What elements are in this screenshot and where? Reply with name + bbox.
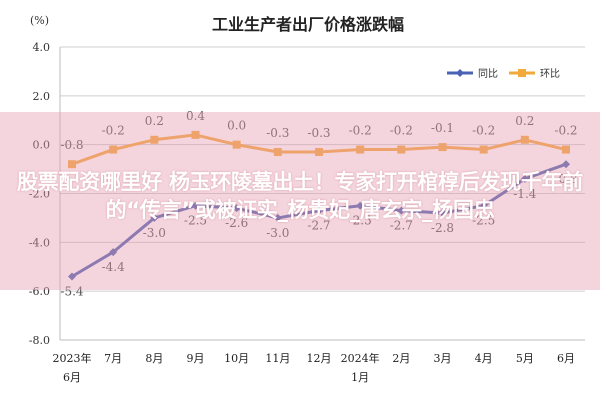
data-label: -2.7 [390,219,413,233]
y-tick-label: -4.0 [29,236,50,249]
data-label: -0.3 [307,126,330,140]
overlay-headline[interactable]: 股票配资哪里好 杨玉环陵墓出土！专家打开棺椁后发现千年前的“传言”或被证实_杨贵… [17,170,583,222]
data-point [191,201,200,210]
data-point [315,147,323,156]
x-tick-label: 6月 [557,352,575,365]
legend: 同比 环比 [447,68,560,80]
data-label: 0.2 [145,114,164,128]
x-tick-label: 9月 [187,352,205,365]
data-label: -5.4 [60,285,84,299]
y-tick-label: 2.0 [33,90,51,103]
data-label: -2.8 [431,221,454,235]
data-label: -0.8 [554,172,577,186]
y-tick-label: -2.0 [29,188,50,201]
data-label: -2.6 [225,216,248,230]
data-point [109,145,118,154]
data-label: 0.2 [515,114,534,128]
data-label: -0.8 [60,138,83,152]
y-tick-label: 0.0 [33,139,51,152]
x-tick-label: 6月 [63,371,81,384]
y-tick-label: -8.0 [29,334,50,347]
chart-title: 工业生产者出厂价格涨跌幅 [212,15,404,34]
data-label: -0.2 [554,124,577,138]
data-label: -4.4 [102,260,126,274]
x-tick-label: 7月 [104,352,122,365]
y-tick-label: 4.0 [33,41,51,54]
data-point [562,145,570,154]
data-point [397,145,406,154]
x-tick-label: 10月 [224,352,249,365]
data-label: -1.4 [513,187,537,201]
data-point [479,145,488,154]
data-point [356,201,365,210]
data-point [438,143,447,152]
x-tick-label: 2024年 [341,351,380,365]
data-point [150,213,159,222]
x-tick-label: 5月 [516,352,534,365]
data-label: 0.4 [186,109,205,123]
data-label: -2.5 [472,214,495,228]
x-tick-label: 3月 [434,352,452,365]
legend-label: 环比 [540,68,560,80]
y-unit-label: (%) [30,14,49,27]
data-point [315,206,323,215]
data-point [520,174,529,183]
y-tick-label: -6.0 [29,285,50,298]
data-label: -2.5 [349,214,372,228]
data-point [562,160,570,169]
data-point [356,145,365,154]
data-label: -3.0 [266,226,289,240]
data-point [520,135,529,144]
data-point [438,209,447,218]
data-point [479,201,488,210]
data-label: -3.0 [143,226,166,240]
legend-marker [518,69,526,77]
x-tick-label: 4月 [475,352,493,365]
data-point [273,147,282,156]
data-point [397,206,406,215]
data-point [232,140,241,149]
x-tick-label: 11月 [265,352,290,365]
data-label: -0.2 [472,124,495,138]
data-label: -0.2 [390,124,413,138]
data-label: -0.2 [349,124,372,138]
legend-marker [456,69,464,77]
data-label: -0.1 [431,121,454,135]
x-tick-label: 1月 [351,371,369,384]
x-tick-label: 8月 [145,352,163,365]
data-point [191,130,200,139]
x-tick-label: 12月 [307,352,332,365]
data-point [68,160,76,169]
data-label: -0.3 [266,126,289,140]
data-point [273,213,282,222]
data-point [109,248,118,257]
data-point [68,272,76,281]
x-tick-label: 2月 [392,352,410,365]
overlay-banner [0,112,600,290]
data-point [232,204,241,213]
x-tick-label: 2023年 [53,351,92,365]
data-label: -0.2 [102,124,125,138]
data-label: 0.0 [227,119,246,133]
legend-label: 同比 [478,68,498,80]
data-label: -2.5 [184,214,207,228]
data-point [150,135,159,144]
data-label: -2.7 [307,219,330,233]
